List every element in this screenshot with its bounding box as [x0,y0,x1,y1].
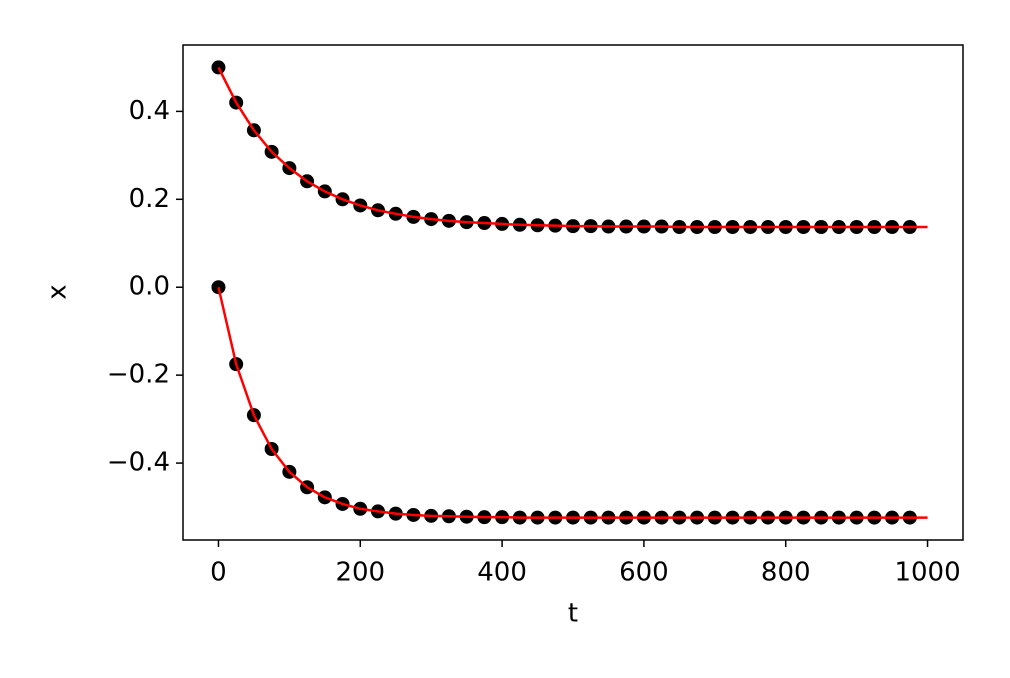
y-tick-label: 0.2 [129,184,170,214]
y-tick-label: −0.2 [107,360,170,390]
line [217,66,928,229]
y-tick-label: −0.4 [107,448,170,478]
line [217,286,928,519]
y-tick-label: 0.0 [129,272,170,302]
y-tick-label: 0.4 [129,96,170,126]
x-axis-label: t [568,599,578,629]
x-tick-label: 1000 [894,558,960,588]
x-tick-label: 0 [210,558,227,588]
x-tick-label: 800 [761,558,811,588]
x-tick-label: 600 [619,558,669,588]
x-tick-label: 200 [335,558,385,588]
x-tick-label: 400 [477,558,527,588]
plot-frame [182,44,964,541]
y-axis-label: x [43,284,73,299]
